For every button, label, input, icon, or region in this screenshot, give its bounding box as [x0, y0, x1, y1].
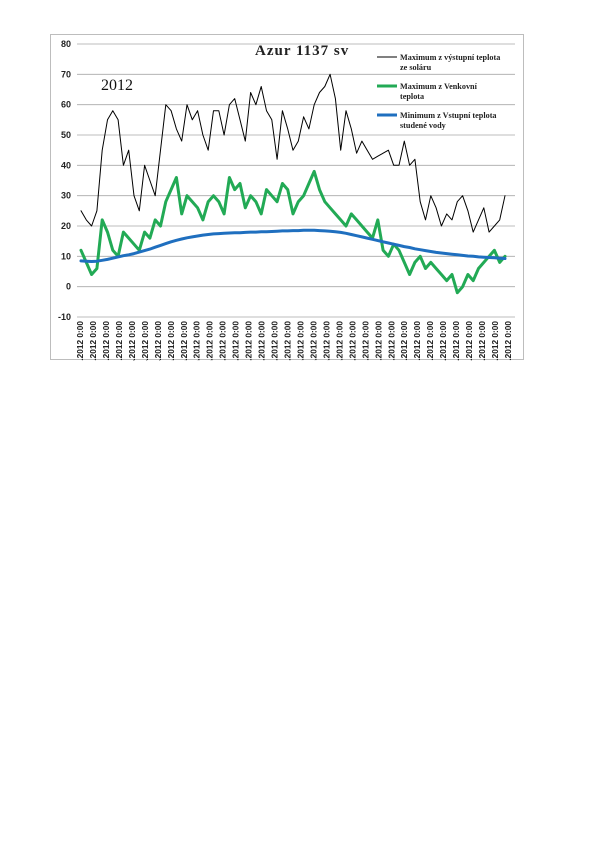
x-tick-label: 30.5.2012 0:00 [205, 321, 215, 361]
x-tick-label: 26.6.2012 0:00 [244, 321, 254, 361]
line-chart: 80 70 60 50 40 30 20 10 0 -10 1.1.2012 0:00 10.1.20… [58, 39, 515, 361]
x-tick-label: 12.10.2012 0:00 [399, 321, 409, 361]
series-line-1 [79, 169, 507, 295]
x-tick-label: 23.7.2012 0:00 [283, 321, 293, 361]
legend-label-outdoor-line1: Maximum z Venkovní [400, 82, 478, 91]
axes: 80 70 60 50 40 30 20 10 0 -10 1.1.2012 0:00 10.1.20… [58, 39, 513, 361]
legend-label-coldwater: Minimum z Vstupní teplota studené vody [400, 111, 499, 130]
x-tick-label: 15.4.2012 0:00 [140, 321, 150, 361]
legend-label-solar-line1: Maximum z výstupní teplota [400, 53, 500, 62]
x-tick-label: 24.4.2012 0:00 [153, 321, 163, 361]
x-tick-label: 5.7.2012 0:00 [257, 321, 267, 361]
x-tick-label: 21.5.2012 0:00 [192, 321, 202, 361]
legend-label-coldwater-line1: Minimum z Vstupní teplota [400, 111, 497, 120]
grid-lines [77, 43, 515, 318]
x-tick-label: 1.1.2012 0:00 [75, 321, 85, 361]
chart-title: Azur 1137 sv [255, 43, 349, 59]
y-tick-label: 60 [61, 100, 71, 110]
legend-label-outdoor-line2: teplota [400, 92, 424, 101]
y-tick-label: 50 [61, 130, 71, 140]
x-tick-label: 23.12.2012 0:00 [503, 321, 513, 361]
x-tick-label: 8.11.2012 0:00 [438, 321, 448, 361]
series-line-2 [79, 228, 507, 263]
y-tick-label: 10 [61, 251, 71, 261]
x-tick-label: 19.3.2012 0:00 [101, 321, 111, 361]
x-tick-label: 10.1.2012 0:00 [88, 321, 98, 361]
series-lines [79, 73, 507, 295]
x-tick-label: 14.7.2012 0:00 [270, 321, 280, 361]
legend-label-solar: Maximum z výstupní teplota ze soláru [400, 53, 502, 72]
x-tick-label: 6.4.2012 0:00 [127, 321, 137, 361]
legend-label-outdoor: Maximum z Venkovní teplota [400, 82, 479, 101]
x-tick-label: 10.8.2012 0:00 [308, 321, 318, 361]
y-tick-label: 70 [61, 69, 71, 79]
x-tick-label: 28.8.2012 0:00 [334, 321, 344, 361]
y-tick-label: 80 [61, 39, 71, 49]
x-tick-label: 6.9.2012 0:00 [347, 321, 357, 361]
x-tick-label: 3.5.2012 0:00 [166, 321, 176, 361]
x-tick-label: 17.6.2012 0:00 [231, 321, 241, 361]
y-tick-label: 20 [61, 221, 71, 231]
x-tick-label: 3.10.2012 0:00 [386, 321, 396, 361]
legend-label-solar-line2: ze soláru [400, 63, 432, 72]
x-tick-label: 30.10.2012 0:00 [425, 321, 435, 361]
y-tick-label: -10 [58, 312, 71, 322]
x-tick-label: 24.9.2012 0:00 [373, 321, 383, 361]
x-tick-label: 12.5.2012 0:00 [179, 321, 189, 361]
x-tick-label: 28.3.2012 0:00 [114, 321, 124, 361]
year-annotation: 2012 [101, 77, 133, 94]
y-tick-label: 40 [61, 160, 71, 170]
x-tick-label: 21.10.2012 0:00 [412, 321, 422, 361]
x-tick-label: 15.9.2012 0:00 [360, 321, 370, 361]
chart-frame: 80 70 60 50 40 30 20 10 0 -10 1.1.2012 0:00 10.1.20… [50, 34, 524, 361]
series-line-0 [80, 73, 506, 233]
x-tick-label: 8.6.2012 0:00 [218, 321, 228, 361]
x-tick-label: 5.12.2012 0:00 [477, 321, 487, 361]
x-tick-label: 26.11.2012 0:00 [464, 321, 474, 361]
x-tick-label: 19.8.2012 0:00 [321, 321, 331, 361]
x-tick-label: 17.11.2012 0:00 [451, 321, 461, 361]
x-tick-label: 1.8.2012 0:00 [295, 321, 305, 361]
legend-label-coldwater-line2: studené vody [400, 121, 447, 130]
x-tick-label: 14.12.2012 0:00 [490, 321, 500, 361]
chart-legend: Maximum z výstupní teplota ze soláru Max… [377, 53, 502, 130]
y-tick-label: 30 [61, 191, 71, 201]
y-tick-label: 0 [66, 282, 71, 292]
